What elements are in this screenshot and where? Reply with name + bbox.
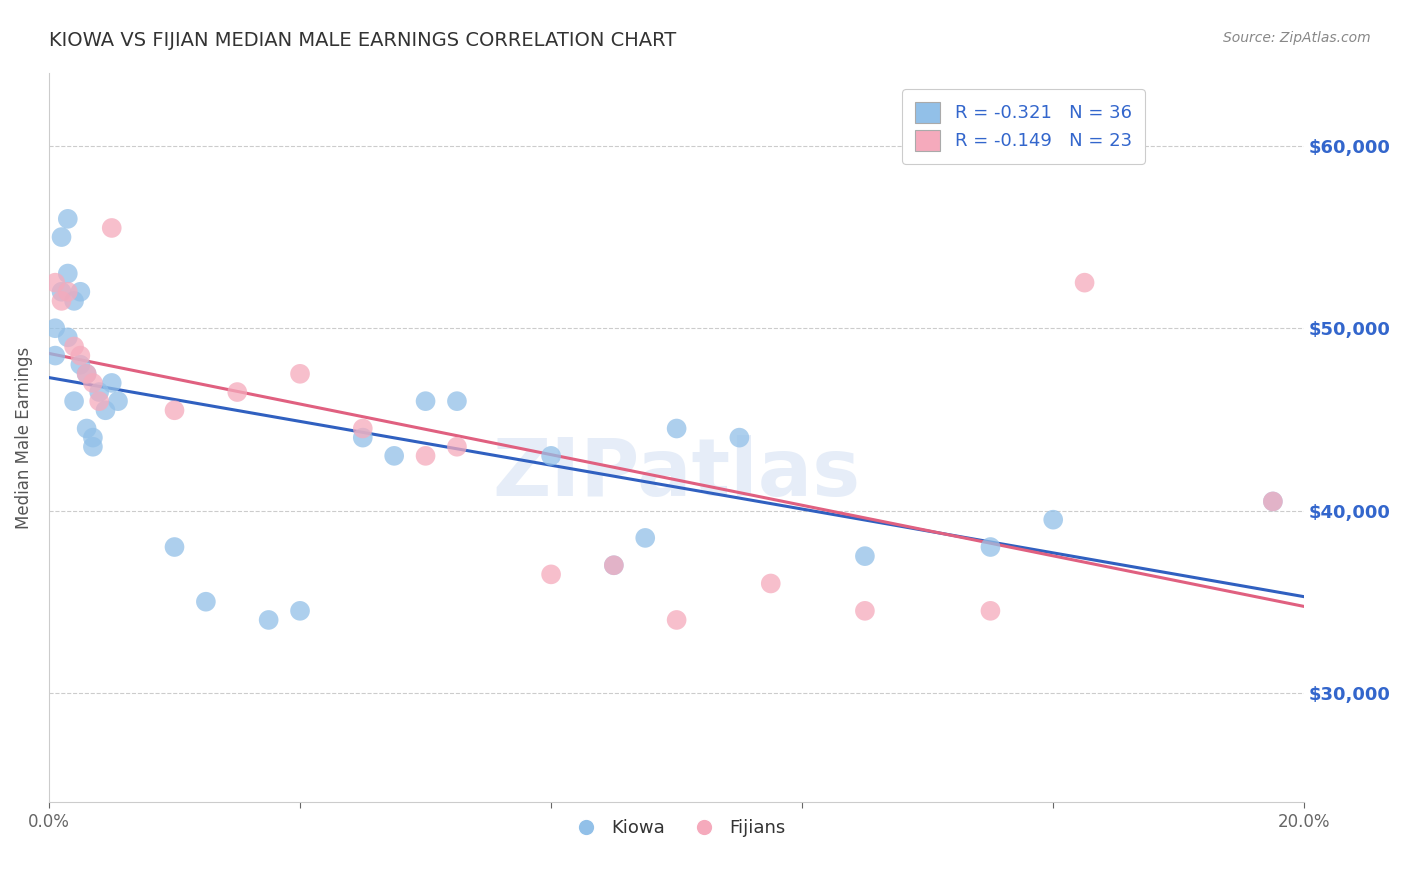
Point	[665, 421, 688, 435]
Point	[446, 394, 468, 409]
Point	[853, 604, 876, 618]
Point	[979, 604, 1001, 618]
Point	[540, 567, 562, 582]
Point	[76, 367, 98, 381]
Point	[69, 285, 91, 299]
Point	[352, 431, 374, 445]
Point	[759, 576, 782, 591]
Point	[163, 540, 186, 554]
Point	[415, 449, 437, 463]
Point	[56, 211, 79, 226]
Point	[382, 449, 405, 463]
Point	[94, 403, 117, 417]
Point	[226, 385, 249, 400]
Point	[56, 267, 79, 281]
Point	[100, 376, 122, 390]
Point	[107, 394, 129, 409]
Point	[665, 613, 688, 627]
Point	[69, 349, 91, 363]
Text: KIOWA VS FIJIAN MEDIAN MALE EARNINGS CORRELATION CHART: KIOWA VS FIJIAN MEDIAN MALE EARNINGS COR…	[49, 31, 676, 50]
Point	[979, 540, 1001, 554]
Point	[44, 321, 66, 335]
Point	[1261, 494, 1284, 508]
Point	[163, 403, 186, 417]
Point	[100, 221, 122, 235]
Point	[44, 349, 66, 363]
Point	[63, 339, 86, 353]
Point	[51, 285, 73, 299]
Legend: Kiowa, Fijians: Kiowa, Fijians	[560, 812, 793, 845]
Point	[1073, 276, 1095, 290]
Point	[446, 440, 468, 454]
Point	[603, 558, 626, 573]
Point	[634, 531, 657, 545]
Point	[56, 285, 79, 299]
Text: Source: ZipAtlas.com: Source: ZipAtlas.com	[1223, 31, 1371, 45]
Text: ZIPatlas: ZIPatlas	[492, 435, 860, 513]
Point	[288, 367, 311, 381]
Point	[1042, 513, 1064, 527]
Point	[89, 385, 111, 400]
Point	[56, 330, 79, 344]
Point	[194, 595, 217, 609]
Point	[288, 604, 311, 618]
Point	[51, 230, 73, 244]
Point	[853, 549, 876, 563]
Point	[415, 394, 437, 409]
Point	[603, 558, 626, 573]
Point	[728, 431, 751, 445]
Point	[63, 293, 86, 308]
Point	[76, 367, 98, 381]
Point	[63, 394, 86, 409]
Point	[76, 421, 98, 435]
Point	[82, 431, 104, 445]
Point	[82, 376, 104, 390]
Point	[540, 449, 562, 463]
Point	[257, 613, 280, 627]
Point	[89, 394, 111, 409]
Point	[82, 440, 104, 454]
Point	[44, 276, 66, 290]
Point	[51, 293, 73, 308]
Y-axis label: Median Male Earnings: Median Male Earnings	[15, 346, 32, 529]
Point	[69, 358, 91, 372]
Point	[1261, 494, 1284, 508]
Point	[352, 421, 374, 435]
